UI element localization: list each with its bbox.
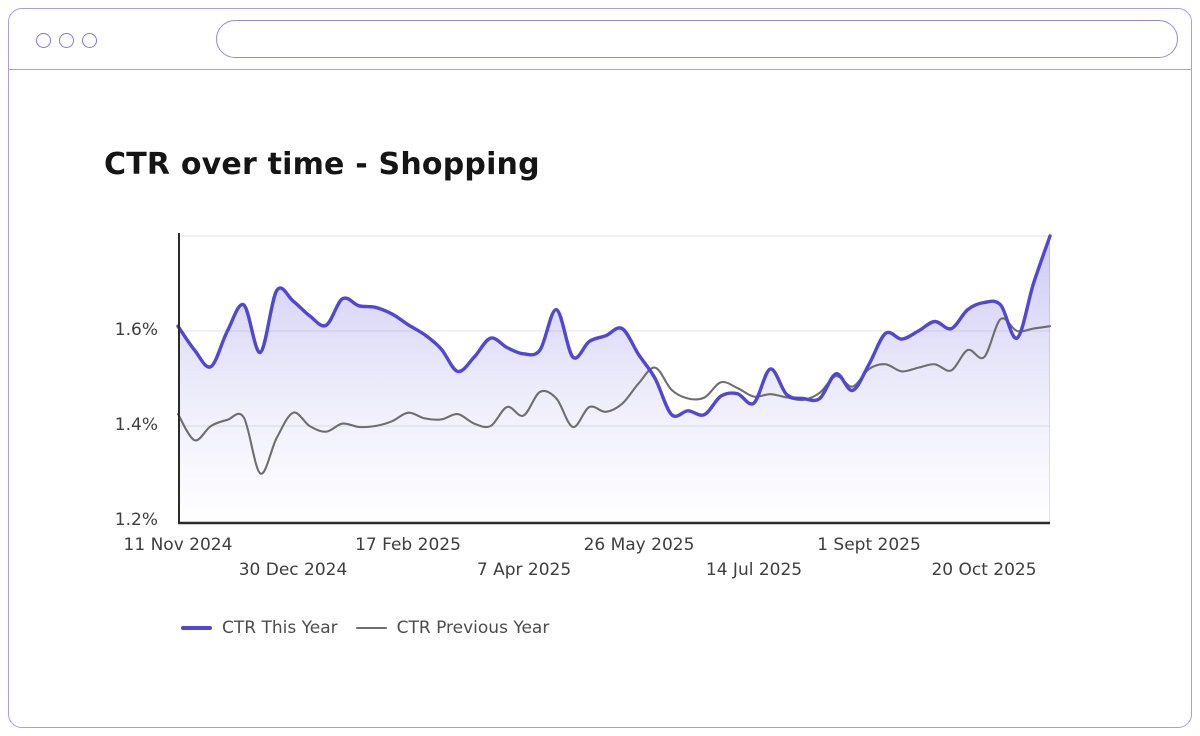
window-control-dot-icon[interactable] [36, 33, 51, 48]
y-tick-label: 1.4% [114, 415, 158, 435]
window-control-dot-icon[interactable] [59, 33, 74, 48]
chart-plot-area [176, 233, 1052, 525]
x-tick-label: 1 Sept 2025 [817, 535, 921, 555]
legend-item-previous-year[interactable]: CTR Previous Year [355, 618, 550, 638]
x-tick-label: 17 Feb 2025 [355, 535, 461, 555]
x-tick-label: 26 May 2025 [583, 535, 695, 555]
x-tick-label: 7 Apr 2025 [476, 560, 572, 580]
area-fill-this-year [178, 236, 1050, 522]
page-title: CTR over time - Shopping [104, 147, 540, 182]
series-line-previous-year [176, 317, 1052, 475]
legend-line-swatch-icon [181, 626, 212, 630]
legend-line-swatch-icon [355, 626, 387, 630]
x-tick-label: 30 Dec 2024 [238, 560, 348, 580]
legend-label: CTR Previous Year [396, 618, 550, 638]
y-tick-label: 1.2% [114, 510, 158, 530]
legend-item-this-year[interactable]: CTR This Year [181, 618, 338, 638]
x-tick-label: 14 Jul 2025 [705, 560, 803, 580]
x-tick-label: 11 Nov 2024 [123, 535, 233, 555]
x-tick-label: 20 Oct 2025 [931, 560, 1037, 580]
window-controls [36, 33, 97, 48]
chart-legend: CTR This Year CTR Previous Year [181, 618, 549, 638]
series-line-this-year [176, 234, 1052, 418]
address-bar[interactable] [216, 20, 1178, 58]
legend-label: CTR This Year [222, 618, 338, 638]
y-tick-label: 1.6% [114, 320, 158, 340]
window-control-dot-icon[interactable] [82, 33, 97, 48]
browser-topbar [9, 9, 1191, 70]
